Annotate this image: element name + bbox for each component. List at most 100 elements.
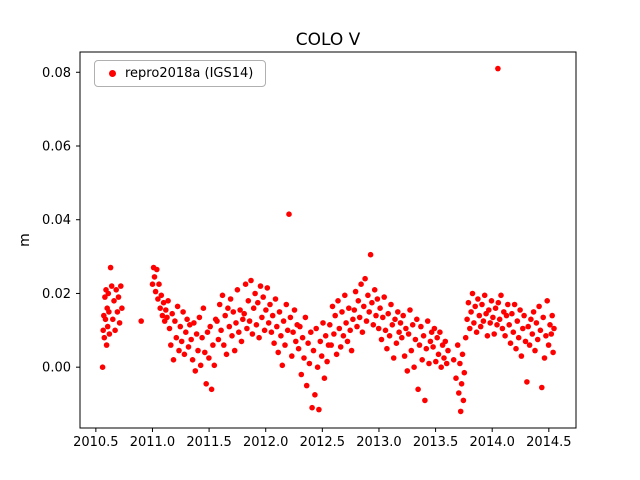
data-point: [160, 299, 167, 306]
data-point: [468, 309, 474, 315]
data-point: [181, 351, 188, 358]
data-point: [375, 325, 382, 332]
data-point: [203, 381, 209, 387]
data-point: [513, 345, 519, 352]
data-point: [107, 264, 114, 271]
y-tick-label: 0.04: [42, 213, 71, 228]
data-point: [471, 320, 477, 326]
data-point: [112, 327, 118, 334]
data-point: [331, 331, 337, 337]
data-point: [431, 325, 438, 332]
data-point: [510, 329, 517, 336]
data-point: [259, 314, 265, 321]
data-point: [269, 312, 276, 319]
data-point: [498, 292, 504, 299]
data-point: [505, 301, 511, 308]
data-point: [422, 397, 428, 404]
data-point: [525, 323, 531, 330]
x-tick-label: 2014.0: [469, 435, 515, 450]
data-point: [495, 65, 501, 72]
data-point: [118, 283, 124, 289]
data-point: [518, 353, 525, 359]
data-point: [275, 349, 282, 356]
data-point: [119, 305, 125, 312]
data-point: [308, 329, 314, 336]
data-point: [392, 316, 398, 323]
data-point: [218, 327, 224, 334]
data-point: [106, 331, 113, 337]
data-point: [537, 327, 544, 334]
data-point: [244, 325, 250, 332]
data-point: [457, 360, 463, 367]
data-point: [106, 309, 112, 315]
data-point: [529, 331, 536, 337]
data-point: [424, 318, 431, 324]
legend-marker-icon: [109, 70, 116, 77]
data-point: [272, 296, 279, 302]
data-point: [475, 296, 481, 302]
data-point: [200, 305, 207, 312]
data-point: [342, 292, 348, 299]
data-point: [108, 283, 115, 289]
data-point: [544, 298, 550, 304]
data-point: [481, 292, 488, 299]
data-point: [245, 298, 252, 304]
data-point: [324, 358, 330, 365]
data-point: [313, 325, 320, 332]
data-point: [401, 353, 408, 359]
data-point: [156, 281, 162, 288]
data-point: [115, 294, 122, 300]
data-point: [347, 327, 354, 334]
data-point: [411, 364, 417, 371]
data-point: [382, 327, 389, 334]
y-tick-label: 0.02: [42, 287, 71, 302]
data-point: [378, 336, 385, 343]
data-point: [312, 392, 318, 398]
data-point: [250, 305, 257, 312]
data-point: [101, 334, 108, 341]
data-point: [423, 345, 430, 352]
data-point: [438, 364, 445, 371]
data-point: [462, 334, 469, 341]
data-point: [158, 292, 165, 299]
data-point: [302, 314, 309, 321]
data-point: [370, 322, 377, 328]
data-point: [178, 338, 185, 345]
data-point: [221, 342, 227, 348]
data-point: [240, 316, 246, 323]
data-point: [381, 294, 388, 300]
data-point: [100, 327, 106, 334]
data-point: [362, 275, 368, 282]
data-point: [280, 318, 287, 324]
data-point: [211, 362, 218, 369]
data-point: [480, 318, 487, 324]
data-point: [415, 386, 421, 393]
data-point: [363, 318, 370, 324]
data-point: [293, 338, 299, 345]
data-point: [369, 299, 375, 306]
data-point: [460, 397, 467, 404]
data-point: [477, 323, 484, 330]
data-point: [487, 320, 494, 326]
data-point: [223, 351, 230, 358]
data-point: [442, 338, 449, 345]
data-point: [488, 298, 495, 304]
data-point: [414, 316, 420, 323]
axes-frame: [79, 51, 577, 429]
y-tick-label: 0.00: [42, 361, 71, 376]
data-point: [339, 309, 345, 315]
data-point: [233, 320, 239, 326]
data-point: [533, 320, 540, 326]
data-point: [361, 303, 367, 310]
data-point: [522, 338, 529, 345]
data-point: [443, 360, 450, 367]
data-point: [550, 349, 556, 356]
data-point: [151, 274, 158, 280]
data-point: [216, 301, 223, 308]
data-point: [532, 347, 538, 354]
data-point: [355, 298, 362, 304]
data-point: [265, 320, 272, 326]
data-point: [456, 390, 462, 396]
data-point: [206, 355, 212, 361]
